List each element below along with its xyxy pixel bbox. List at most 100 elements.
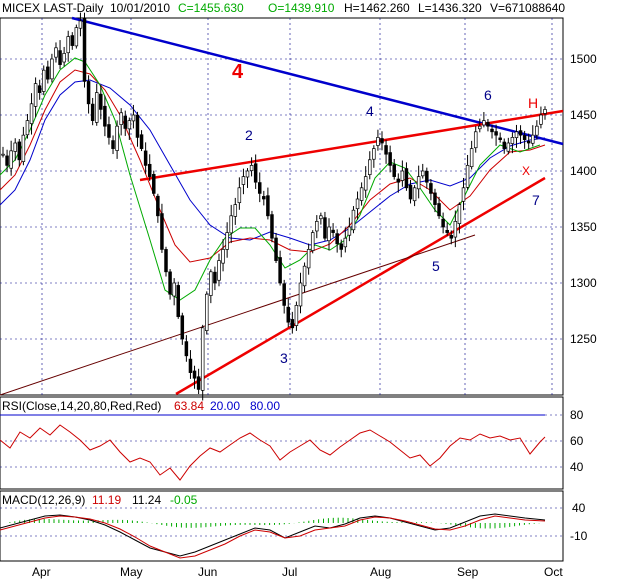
candle-body (107, 124, 111, 138)
candle-body (1, 153, 5, 156)
candle-body (368, 159, 372, 175)
candle-body (473, 131, 478, 149)
macd-histogram (9, 517, 540, 529)
candle-body (310, 232, 315, 251)
month-label: Aug (370, 565, 391, 579)
rsi-tick: 40 (570, 460, 584, 474)
rsi-label: RSI(Close,14,20,80,Red,Red) (2, 399, 161, 413)
candle-body (531, 134, 535, 144)
candle-body (131, 114, 136, 122)
candle-body (111, 140, 115, 149)
candle-body (42, 69, 46, 92)
candle-body (237, 187, 242, 204)
rsi-axis-labels: 80 60 40 (570, 408, 584, 474)
macd-panel (0, 490, 564, 562)
candle-body (156, 195, 160, 217)
rsi-title: RSI(Close,14,20,80,Red,Red) 63.84 20.00 … (2, 399, 280, 413)
candle-body (37, 85, 42, 93)
candle-body (363, 176, 368, 191)
header-high: H=1462.260 (344, 1, 410, 15)
candle-body (147, 163, 152, 177)
candle-body (127, 120, 132, 130)
candle-body (139, 134, 144, 149)
candle-body (351, 209, 356, 231)
candle-body (86, 81, 91, 105)
candle-body (58, 50, 62, 65)
price-tick: 1500 (570, 52, 597, 66)
candle-body (315, 221, 319, 232)
candle-body (172, 282, 176, 297)
candle-body (217, 260, 221, 281)
candle-body (209, 271, 213, 296)
candle-body (245, 170, 250, 178)
candle-body (115, 125, 119, 151)
candle-body (359, 187, 364, 201)
candle-body (490, 128, 494, 133)
candle-body (25, 120, 30, 136)
macd-hist-value: -0.05 (170, 493, 198, 507)
candle-body (21, 134, 26, 162)
candle-body (160, 213, 164, 250)
price-axis-labels: 1500 1450 1400 1350 1300 1250 (570, 52, 597, 346)
candle-body (229, 215, 233, 234)
candle-body (498, 137, 502, 140)
candle-body (192, 370, 197, 379)
candle-body (327, 226, 331, 242)
candle-body (425, 170, 429, 183)
candle-body (343, 237, 348, 248)
rsi-value: 63.84 (174, 399, 204, 413)
candle-body (270, 214, 274, 239)
rsi-line (0, 424, 546, 481)
annotation-4: 4 (366, 103, 374, 119)
rsi-high-level: 80.00 (250, 399, 280, 413)
candle-body (372, 148, 376, 160)
candle-body (335, 233, 339, 245)
annotation-x: X (522, 164, 530, 178)
ma-mid-line (0, 69, 546, 263)
candle-body (429, 183, 433, 194)
rsi-panel (0, 396, 564, 490)
candle-body (257, 182, 262, 194)
candle-body (90, 103, 95, 121)
candle-body (176, 285, 180, 317)
candle-body (478, 125, 482, 130)
candle-body (535, 125, 539, 136)
annotation-3: 3 (280, 350, 288, 366)
trend-line-blue (71, 16, 564, 146)
candle-body (453, 221, 458, 238)
candle-body (306, 249, 311, 269)
candle-body (404, 168, 409, 189)
annotation-6: 6 (484, 87, 492, 103)
macd-line (0, 513, 546, 557)
candle-body (233, 204, 238, 217)
candle-body (526, 140, 531, 144)
header-open: O=1439.910 (268, 1, 335, 15)
x-axis-labels: Apr May Jun Jul Aug Sep Oct (32, 565, 563, 579)
candle-body (119, 112, 123, 125)
macd-grid (0, 507, 563, 537)
candle-body (494, 131, 498, 136)
candle-body (380, 138, 384, 144)
candle-body (339, 243, 343, 250)
candle-body (461, 187, 466, 202)
candle-body (400, 170, 405, 181)
candle-body (62, 53, 66, 63)
candle-body (298, 282, 303, 307)
candle-body (213, 271, 217, 284)
candle-body (33, 83, 38, 107)
month-label: Oct (544, 565, 563, 579)
macd-axis-labels: 40 -10 (570, 501, 588, 543)
annotations: 4 2 4 6 H 3 5 7 X (232, 61, 540, 366)
ma-fast-line (0, 57, 541, 301)
candle-body (99, 93, 103, 110)
candle-body (502, 141, 506, 149)
rsi-tick: 80 (570, 408, 584, 422)
macd-signal-line (0, 515, 546, 559)
candle-body (486, 121, 490, 127)
candle-body (196, 376, 201, 390)
candle-body (396, 178, 401, 183)
candle-body (180, 315, 185, 340)
candle-body (437, 203, 441, 217)
header-low: L=1436.320 (418, 1, 482, 15)
